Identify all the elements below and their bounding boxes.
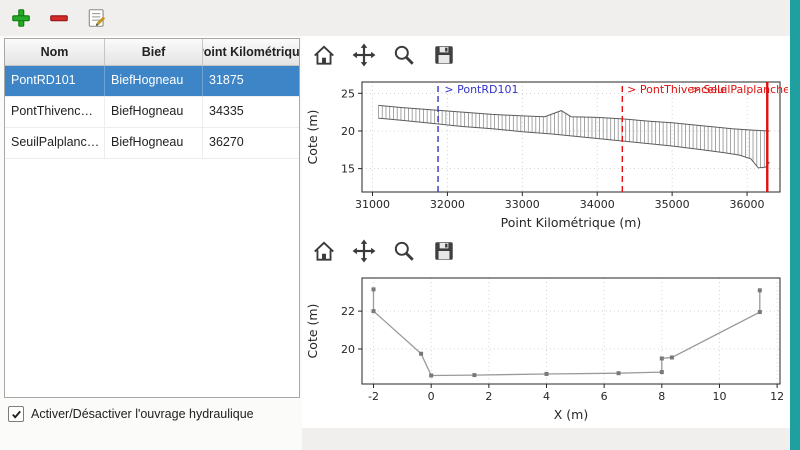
- svg-text:31000: 31000: [355, 198, 390, 211]
- svg-text:6: 6: [601, 390, 608, 403]
- svg-text:Cote (m): Cote (m): [305, 110, 320, 165]
- svg-text:20: 20: [341, 343, 355, 356]
- profile-chart-group: 31000 32000 33000 34000 35000 36000 15 20 25 Poin…: [302, 36, 790, 232]
- svg-text:X (m): X (m): [554, 407, 588, 422]
- main-toolbar: [0, 0, 788, 36]
- table-header: NomBiefPoint Kilométrique: [5, 39, 299, 66]
- pan-button[interactable]: [350, 41, 378, 69]
- svg-text:33000: 33000: [505, 198, 540, 211]
- column-header-1[interactable]: Bief: [105, 39, 203, 65]
- table-row[interactable]: SeuilPalplanc… BiefHogneau 36270: [5, 128, 299, 159]
- plus-icon: [12, 9, 30, 27]
- table-cell: PontThivenc…: [5, 97, 105, 127]
- svg-text:35000: 35000: [655, 198, 690, 211]
- svg-text:22: 22: [341, 305, 355, 318]
- table-cell: BiefHogneau: [105, 66, 203, 96]
- pan-button[interactable]: [350, 237, 378, 265]
- svg-text:36000: 36000: [730, 198, 765, 211]
- table-body: PontRD101 BiefHogneau 31875 PontThivenc… Bie…: [5, 66, 299, 159]
- svg-text:25: 25: [341, 87, 355, 100]
- checkbox[interactable]: [8, 406, 24, 422]
- svg-text:> PontRD101: > PontRD101: [444, 83, 518, 96]
- svg-text:Point Kilométrique (m): Point Kilométrique (m): [501, 215, 642, 230]
- profile-plot-toolbar: [302, 36, 790, 74]
- save-button[interactable]: [430, 41, 458, 69]
- svg-text:8: 8: [658, 390, 665, 403]
- minus-icon: [50, 15, 68, 22]
- svg-text:10: 10: [712, 390, 726, 403]
- cross-section-chart-group: -2 0 2 4 6 8 10 12 20 22 X (m) Cote (m): [302, 232, 790, 424]
- svg-text:34000: 34000: [580, 198, 615, 211]
- table-cell: 36270: [209, 135, 244, 149]
- zoom-icon: [394, 45, 414, 65]
- save-icon: [435, 242, 453, 260]
- svg-text:-2: -2: [368, 390, 379, 403]
- save-icon: [435, 46, 453, 64]
- check-icon: [11, 410, 21, 419]
- zoom-button[interactable]: [390, 41, 418, 69]
- svg-text:2: 2: [485, 390, 492, 403]
- home-icon: [314, 241, 334, 261]
- svg-text:> PontThivencelle: > PontThivencelle: [627, 83, 727, 96]
- home-button[interactable]: [310, 237, 338, 265]
- table-row[interactable]: PontRD101 BiefHogneau 31875: [5, 66, 299, 97]
- remove-structure-button[interactable]: [46, 5, 72, 31]
- pan-icon: [352, 239, 376, 263]
- table-cell: 34335: [209, 104, 244, 118]
- checkbox-label: Activer/Désactiver l'ouvrage hydraulique: [31, 407, 254, 421]
- activate-structure-row[interactable]: Activer/Désactiver l'ouvrage hydraulique: [8, 406, 254, 422]
- table-cell: BiefHogneau: [105, 128, 203, 158]
- zoom-icon: [394, 241, 414, 261]
- edit-structure-button[interactable]: [84, 5, 110, 31]
- table-cell: SeuilPalplanc…: [5, 128, 105, 158]
- save-button[interactable]: [430, 237, 458, 265]
- svg-text:12: 12: [770, 390, 784, 403]
- svg-text:15: 15: [341, 163, 355, 176]
- cross-section-plot-toolbar: [302, 232, 790, 270]
- svg-text:Cote (m): Cote (m): [305, 304, 320, 359]
- add-structure-button[interactable]: [8, 5, 34, 31]
- profile-chart[interactable]: 31000 32000 33000 34000 35000 36000 15 20 25 Poin…: [304, 74, 788, 232]
- svg-text:0: 0: [428, 390, 435, 403]
- svg-text:32000: 32000: [430, 198, 465, 211]
- home-button[interactable]: [310, 41, 338, 69]
- desktop-edge-strip: [790, 0, 800, 450]
- cross-section-chart[interactable]: -2 0 2 4 6 8 10 12 20 22 X (m) Cote (m): [304, 270, 788, 424]
- zoom-button[interactable]: [390, 237, 418, 265]
- svg-text:20: 20: [341, 125, 355, 138]
- column-header-0[interactable]: Nom: [5, 39, 105, 65]
- pan-icon: [352, 43, 376, 67]
- edit-icon: [88, 9, 106, 27]
- table-cell: BiefHogneau: [105, 97, 203, 127]
- svg-text:4: 4: [543, 390, 550, 403]
- structures-table: NomBiefPoint Kilométrique PontRD101BiefH…: [4, 38, 300, 398]
- table-cell: PontRD101: [5, 66, 105, 96]
- column-header-2[interactable]: Point Kilométrique: [203, 45, 299, 59]
- home-icon: [314, 45, 334, 65]
- charts-panel: 31000 32000 33000 34000 35000 36000 15 20 25 Poin…: [302, 36, 790, 428]
- table-row[interactable]: PontThivenc… BiefHogneau 34335: [5, 97, 299, 128]
- svg-text:> SeuilPalplanches: > SeuilPalplanches: [691, 83, 788, 96]
- table-cell: 31875: [209, 73, 244, 87]
- left-panel: NomBiefPoint Kilométrique PontRD101BiefH…: [0, 36, 302, 450]
